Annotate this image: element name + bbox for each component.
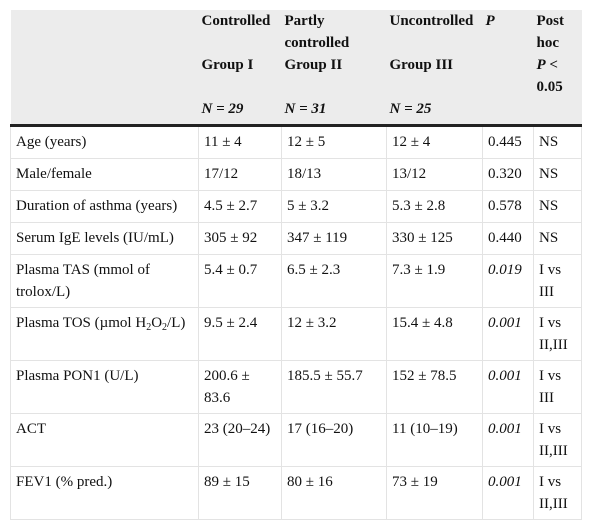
cell-group-ii: 17 (16–20)	[281, 413, 387, 467]
cell-group-ii: 12 ± 5	[281, 125, 387, 159]
cell-group-ii: 347 ± 119	[281, 222, 387, 255]
row-label: Plasma TOS (µmol H2O2/L)	[10, 307, 199, 361]
table-row: Plasma PON1 (U/L) 200.6 ± 83.6 185.5 ± 5…	[10, 360, 582, 414]
cell-post-hoc: I vs II,III	[533, 413, 582, 467]
cell-group-iii: 5.3 ± 2.8	[386, 190, 483, 223]
table-row: Plasma TAS (mmol of trolox/L) 5.4 ± 0.7 …	[10, 254, 582, 308]
cell-group-i: 11 ± 4	[198, 125, 282, 159]
cell-post-hoc: NS	[533, 125, 582, 159]
cell-group-ii: 5 ± 3.2	[281, 190, 387, 223]
cell-group-iii: 11 (10–19)	[386, 413, 483, 467]
cell-group-ii: 18/13	[281, 158, 387, 191]
cell-p: 0.001	[482, 360, 534, 414]
cell-group-i: 200.6 ± 83.6	[198, 360, 282, 414]
cell-post-hoc: I vs III	[533, 360, 582, 414]
row-label: Plasma TAS (mmol of trolox/L)	[10, 254, 199, 308]
cell-group-iii: 7.3 ± 1.9	[386, 254, 483, 308]
table-row: Male/female 17/12 18/13 13/12 0.320 NS	[10, 158, 582, 191]
table-row: Plasma TOS (µmol H2O2/L) 9.5 ± 2.4 12 ± …	[10, 307, 582, 361]
cell-p: 0.445	[482, 125, 534, 159]
cell-post-hoc: NS	[533, 158, 582, 191]
cell-group-ii: 185.5 ± 55.7	[281, 360, 387, 414]
row-label: Male/female	[10, 158, 199, 191]
cell-p: 0.578	[482, 190, 534, 223]
cell-group-iii: 15.4 ± 4.8	[386, 307, 483, 361]
table-container: Controlled Group I N = 29 Partly control…	[10, 10, 582, 520]
cell-group-i: 5.4 ± 0.7	[198, 254, 282, 308]
table-header: Controlled Group I N = 29 Partly control…	[10, 10, 582, 126]
cell-post-hoc: NS	[533, 222, 582, 255]
cell-group-iii: 13/12	[386, 158, 483, 191]
row-label: ACT	[10, 413, 199, 467]
header-post-hoc: Post hoc P < 0.05	[536, 13, 565, 95]
cell-post-hoc: I vs II,III	[533, 466, 582, 520]
cell-group-i: 305 ± 92	[198, 222, 282, 255]
header-group-iii: Uncontrolled Group III N = 25	[389, 13, 474, 117]
table-row: ACT 23 (20–24) 17 (16–20) 11 (10–19) 0.0…	[10, 413, 582, 467]
row-label: FEV1 (% pred.)	[10, 466, 199, 520]
row-label: Plasma PON1 (U/L)	[10, 360, 199, 414]
table-body: Age (years) 11 ± 4 12 ± 5 12 ± 4 0.445 N…	[10, 125, 582, 520]
table-row: Serum IgE levels (IU/mL) 305 ± 92 347 ± …	[10, 222, 582, 255]
cell-p: 0.001	[482, 307, 534, 361]
cell-p: 0.001	[482, 466, 534, 520]
cell-post-hoc: NS	[533, 190, 582, 223]
cell-group-iii: 152 ± 78.5	[386, 360, 483, 414]
row-label: Duration of asthma (years)	[10, 190, 199, 223]
cell-post-hoc: I vs II,III	[533, 307, 582, 361]
cell-group-iii: 73 ± 19	[386, 466, 483, 520]
cell-group-i: 9.5 ± 2.4	[198, 307, 282, 361]
cell-group-i: 23 (20–24)	[198, 413, 282, 467]
header-group-i: Controlled Group I N = 29	[201, 13, 271, 117]
table-row: Duration of asthma (years) 4.5 ± 2.7 5 ±…	[10, 190, 582, 223]
cell-p: 0.019	[482, 254, 534, 308]
cell-p: 0.320	[482, 158, 534, 191]
header-group-ii: Partly controlled Group II N = 31	[284, 13, 350, 117]
table-row: FEV1 (% pred.) 89 ± 15 80 ± 16 73 ± 19 0…	[10, 466, 582, 520]
cell-group-ii: 6.5 ± 2.3	[281, 254, 387, 308]
cell-group-i: 4.5 ± 2.7	[198, 190, 282, 223]
cell-group-i: 17/12	[198, 158, 282, 191]
cell-group-iii: 12 ± 4	[386, 125, 483, 159]
cell-group-iii: 330 ± 125	[386, 222, 483, 255]
header-variable	[11, 10, 199, 126]
cell-group-ii: 12 ± 3.2	[281, 307, 387, 361]
header-p: P	[485, 13, 495, 29]
cell-group-ii: 80 ± 16	[281, 466, 387, 520]
table-row: Age (years) 11 ± 4 12 ± 5 12 ± 4 0.445 N…	[10, 125, 582, 159]
cell-p: 0.440	[482, 222, 534, 255]
cell-group-i: 89 ± 15	[198, 466, 282, 520]
cell-post-hoc: I vs III	[533, 254, 582, 308]
cell-p: 0.001	[482, 413, 534, 467]
row-label: Serum IgE levels (IU/mL)	[10, 222, 199, 255]
data-table: Controlled Group I N = 29 Partly control…	[10, 10, 582, 520]
row-label: Age (years)	[10, 125, 199, 159]
